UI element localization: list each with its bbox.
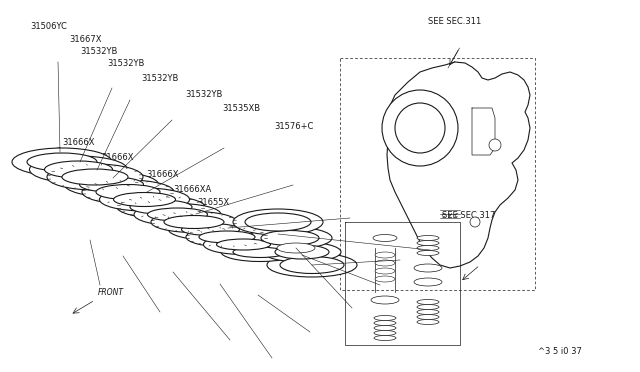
- Ellipse shape: [375, 260, 395, 266]
- Ellipse shape: [414, 264, 442, 272]
- Ellipse shape: [261, 231, 319, 246]
- Ellipse shape: [47, 164, 143, 190]
- Ellipse shape: [29, 156, 127, 183]
- Text: 31532YB: 31532YB: [108, 60, 145, 68]
- Text: SEE SEC.317: SEE SEC.317: [442, 211, 495, 220]
- Ellipse shape: [182, 224, 239, 235]
- Circle shape: [382, 90, 458, 166]
- Text: ^3 5 i0 37: ^3 5 i0 37: [538, 347, 582, 356]
- Text: 31666XA: 31666XA: [173, 185, 211, 194]
- Text: 31666X: 31666X: [101, 153, 134, 162]
- Ellipse shape: [374, 315, 396, 321]
- Ellipse shape: [113, 192, 175, 206]
- Ellipse shape: [417, 241, 439, 246]
- Ellipse shape: [204, 234, 284, 254]
- Ellipse shape: [186, 227, 268, 247]
- Ellipse shape: [280, 257, 344, 273]
- Text: 31655X: 31655X: [197, 198, 229, 207]
- Circle shape: [395, 103, 445, 153]
- Ellipse shape: [375, 276, 395, 282]
- Text: SEE SEC.311: SEE SEC.311: [428, 17, 481, 26]
- Ellipse shape: [216, 239, 271, 250]
- Ellipse shape: [417, 314, 439, 320]
- Ellipse shape: [373, 234, 397, 241]
- Text: 31532YB: 31532YB: [80, 47, 117, 56]
- Ellipse shape: [417, 250, 439, 256]
- Ellipse shape: [45, 161, 113, 178]
- Ellipse shape: [233, 247, 287, 257]
- Text: 31655XA: 31655XA: [255, 250, 292, 259]
- Text: 31532YB: 31532YB: [186, 90, 223, 99]
- Ellipse shape: [199, 231, 255, 243]
- Ellipse shape: [374, 326, 396, 330]
- Ellipse shape: [27, 153, 97, 171]
- Ellipse shape: [151, 212, 237, 232]
- Text: 31532YB: 31532YB: [141, 74, 178, 83]
- Text: c y c: c y c: [442, 212, 458, 218]
- Text: 31576+B: 31576+B: [224, 217, 264, 226]
- Ellipse shape: [65, 172, 159, 197]
- Ellipse shape: [134, 203, 221, 225]
- Ellipse shape: [374, 321, 396, 326]
- Ellipse shape: [374, 330, 396, 336]
- Ellipse shape: [130, 200, 192, 214]
- Ellipse shape: [417, 310, 439, 314]
- Ellipse shape: [221, 243, 299, 262]
- Ellipse shape: [168, 219, 253, 240]
- Ellipse shape: [117, 196, 205, 218]
- Ellipse shape: [147, 208, 207, 221]
- Ellipse shape: [417, 305, 439, 310]
- Circle shape: [489, 139, 501, 151]
- Text: 31667X: 31667X: [69, 35, 102, 44]
- Text: 31666X: 31666X: [63, 138, 95, 147]
- Ellipse shape: [277, 243, 315, 253]
- Ellipse shape: [417, 235, 439, 241]
- Ellipse shape: [375, 268, 395, 274]
- Circle shape: [470, 217, 480, 227]
- Ellipse shape: [417, 299, 439, 305]
- Ellipse shape: [417, 246, 439, 250]
- Ellipse shape: [79, 177, 143, 192]
- Text: 31535XB: 31535XB: [223, 104, 261, 113]
- Ellipse shape: [12, 148, 112, 176]
- Ellipse shape: [96, 185, 160, 199]
- Ellipse shape: [164, 215, 224, 228]
- Ellipse shape: [245, 213, 311, 231]
- Text: 31666X: 31666X: [146, 170, 179, 179]
- Ellipse shape: [375, 252, 395, 258]
- Ellipse shape: [248, 227, 332, 249]
- Text: FRONT: FRONT: [98, 288, 124, 297]
- Ellipse shape: [233, 209, 323, 235]
- Text: 31506YC: 31506YC: [31, 22, 68, 31]
- Text: 31645X: 31645X: [242, 231, 274, 240]
- Text: 31576+C: 31576+C: [274, 122, 314, 131]
- Ellipse shape: [99, 188, 189, 211]
- Ellipse shape: [417, 320, 439, 324]
- Ellipse shape: [275, 245, 329, 259]
- Ellipse shape: [263, 242, 341, 262]
- Ellipse shape: [371, 296, 399, 304]
- Ellipse shape: [414, 278, 442, 286]
- Ellipse shape: [62, 169, 128, 185]
- Ellipse shape: [374, 336, 396, 340]
- Ellipse shape: [267, 253, 357, 277]
- Ellipse shape: [82, 180, 174, 204]
